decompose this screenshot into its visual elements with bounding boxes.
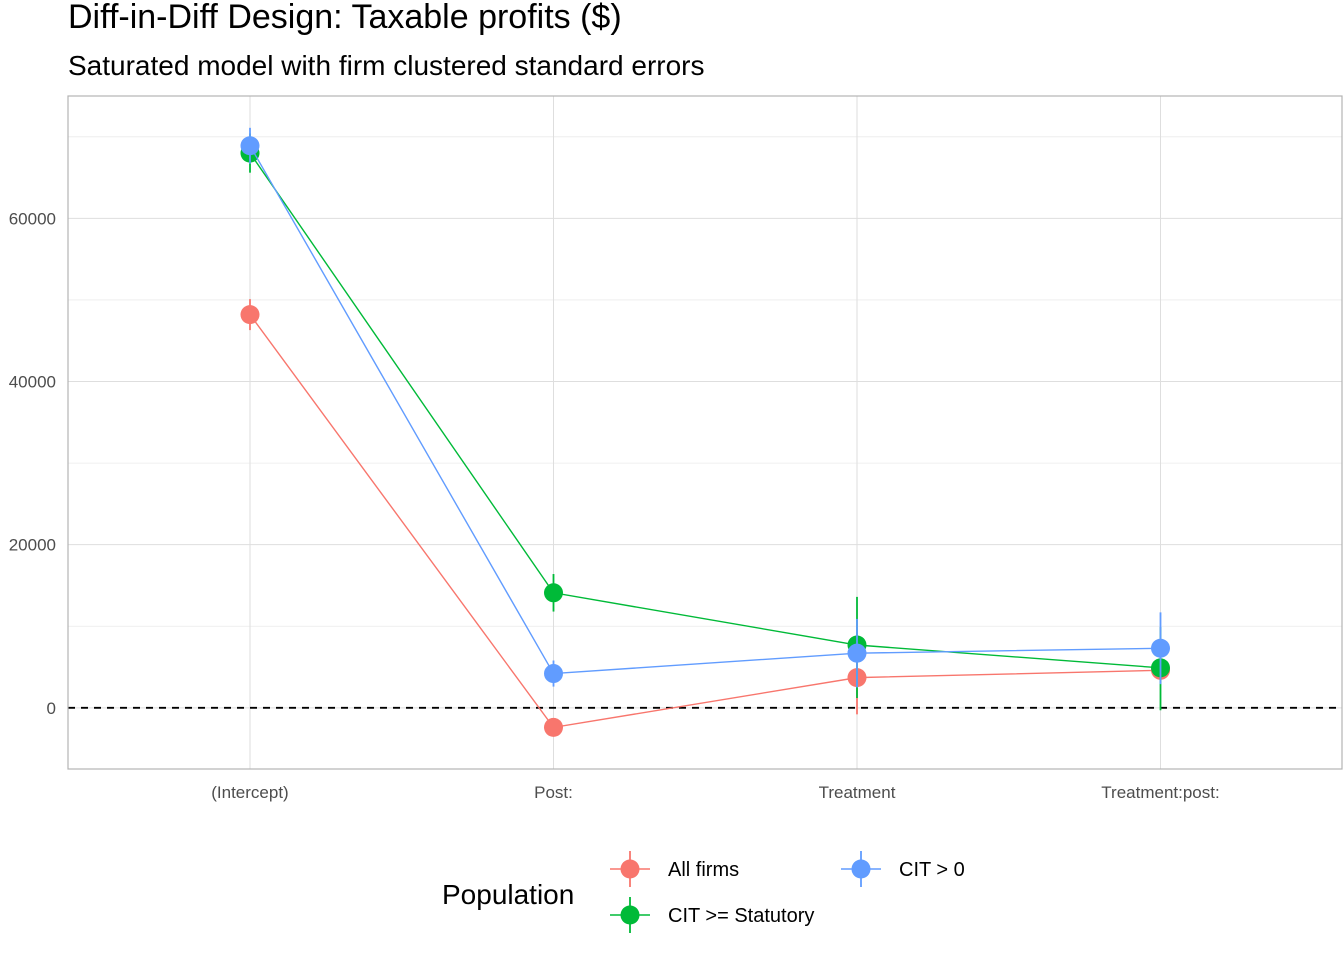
x-tick-label: Treatment	[819, 783, 896, 802]
legend-label: All firms	[668, 859, 739, 881]
y-tick-label: 0	[47, 699, 56, 718]
legend-key-point	[620, 905, 640, 925]
legend-label: CIT > 0	[899, 859, 965, 881]
legend-label: CIT >= Statutory	[668, 905, 814, 927]
chart-subtitle: Saturated model with firm clustered stan…	[68, 50, 705, 81]
legend-item-cit-0: CIT > 0	[841, 851, 965, 887]
data-point	[240, 305, 260, 325]
chart-title: Diff-in-Diff Design: Taxable profits ($)	[68, 0, 622, 36]
series-layer	[240, 127, 1170, 737]
data-point	[544, 583, 563, 603]
data-point	[240, 136, 260, 156]
data-point	[1151, 638, 1170, 658]
series-cit-0	[240, 127, 1170, 688]
legend-key-point	[620, 859, 640, 879]
legend: Population All firms CIT >= Statutory CIT …	[442, 851, 965, 933]
legend-key-point	[851, 859, 871, 879]
x-axis-ticks: (Intercept) Post: Treatment Treatment:post:	[211, 783, 1219, 802]
y-tick-label: 20000	[9, 536, 56, 555]
series-line	[249, 314, 1161, 729]
plot-border	[67, 95, 1343, 770]
legend-title: Population	[442, 879, 574, 910]
legend-item-all-firms: All firms	[610, 851, 739, 887]
data-point	[847, 643, 867, 663]
series-line	[249, 152, 1161, 669]
series-line	[249, 145, 1161, 675]
y-axis-ticks: 0 20000 40000 60000	[9, 209, 56, 717]
x-tick-label: Post:	[534, 783, 573, 802]
y-tick-label: 40000	[9, 373, 56, 392]
x-tick-label: Treatment:post:	[1101, 783, 1219, 802]
x-tick-label: (Intercept)	[211, 783, 288, 802]
legend-item-cit-statutory: CIT >= Statutory	[610, 897, 814, 933]
legend-keys: All firms CIT >= Statutory CIT > 0	[610, 851, 965, 933]
y-tick-label: 60000	[9, 209, 56, 228]
data-point	[544, 717, 563, 737]
plot-panel	[68, 96, 1342, 769]
data-point	[544, 664, 563, 684]
